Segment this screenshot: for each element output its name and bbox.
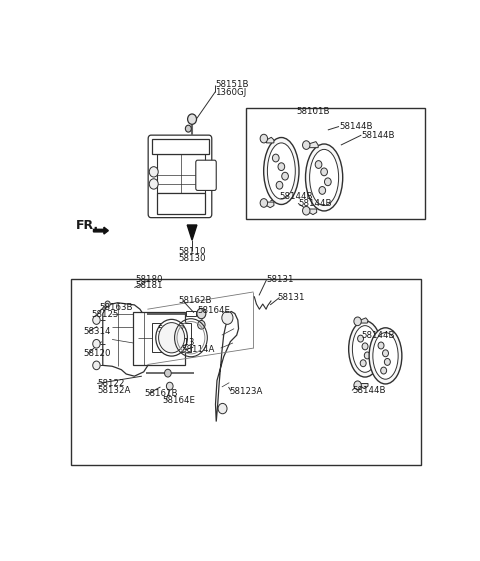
Circle shape: [358, 335, 363, 342]
Circle shape: [273, 154, 279, 162]
Ellipse shape: [158, 323, 185, 353]
Text: 58114A: 58114A: [181, 346, 214, 355]
Text: 58181: 58181: [135, 282, 163, 291]
Ellipse shape: [156, 319, 187, 356]
Text: 58151B: 58151B: [216, 80, 249, 89]
Circle shape: [315, 160, 322, 168]
Text: 58162B: 58162B: [178, 296, 212, 305]
Text: 58130: 58130: [178, 254, 206, 263]
Bar: [246, 108, 424, 219]
Polygon shape: [156, 192, 205, 214]
Text: 58164E: 58164E: [198, 306, 230, 315]
Text: 58180: 58180: [135, 275, 163, 284]
Polygon shape: [187, 225, 197, 240]
Text: 58144B: 58144B: [361, 131, 395, 140]
Circle shape: [93, 361, 100, 370]
Circle shape: [198, 320, 205, 329]
Polygon shape: [216, 311, 239, 421]
Circle shape: [383, 350, 388, 357]
Circle shape: [378, 342, 384, 349]
Polygon shape: [152, 139, 209, 154]
Text: 58164E: 58164E: [162, 396, 195, 405]
Polygon shape: [266, 137, 274, 143]
Text: 58125: 58125: [92, 310, 119, 319]
Ellipse shape: [264, 137, 299, 204]
Polygon shape: [94, 227, 108, 234]
Text: 58131: 58131: [277, 293, 305, 302]
Text: 58161B: 58161B: [145, 389, 178, 398]
Text: 58163B: 58163B: [99, 303, 132, 312]
Text: 58144B: 58144B: [352, 386, 385, 395]
Text: 58122: 58122: [97, 379, 125, 388]
Bar: [71, 279, 421, 465]
Circle shape: [362, 343, 368, 350]
Circle shape: [319, 187, 325, 194]
Circle shape: [165, 369, 171, 377]
Text: 58144B: 58144B: [339, 122, 372, 131]
Circle shape: [93, 339, 100, 348]
Circle shape: [354, 381, 361, 389]
Circle shape: [167, 382, 173, 390]
Text: 58144B: 58144B: [361, 330, 395, 339]
Text: 58113: 58113: [168, 338, 195, 347]
Text: 1360GJ: 1360GJ: [216, 88, 247, 97]
Text: FR.: FR.: [76, 219, 99, 232]
Circle shape: [278, 163, 285, 171]
Text: 58101B: 58101B: [296, 107, 330, 116]
Circle shape: [197, 309, 206, 319]
Ellipse shape: [267, 143, 295, 199]
Polygon shape: [360, 318, 368, 323]
FancyBboxPatch shape: [196, 160, 216, 190]
Ellipse shape: [373, 333, 398, 379]
Text: 58110: 58110: [178, 247, 206, 256]
Circle shape: [364, 352, 370, 359]
Circle shape: [260, 134, 267, 143]
Text: 58132A: 58132A: [97, 385, 131, 394]
Bar: [132, 312, 185, 365]
Polygon shape: [360, 384, 368, 389]
Ellipse shape: [369, 328, 402, 384]
Ellipse shape: [310, 149, 338, 205]
Circle shape: [149, 179, 158, 189]
Circle shape: [354, 317, 361, 325]
Circle shape: [185, 125, 192, 132]
Circle shape: [324, 178, 331, 186]
Text: 58120: 58120: [83, 349, 110, 358]
Polygon shape: [103, 303, 149, 376]
Bar: [152, 324, 192, 352]
Circle shape: [360, 360, 366, 367]
Circle shape: [381, 367, 386, 374]
Circle shape: [222, 311, 233, 324]
FancyBboxPatch shape: [148, 135, 212, 218]
Circle shape: [260, 199, 267, 207]
Ellipse shape: [348, 321, 382, 377]
Circle shape: [302, 206, 310, 215]
Circle shape: [321, 168, 327, 176]
Circle shape: [302, 141, 310, 149]
Circle shape: [218, 403, 227, 414]
Polygon shape: [309, 209, 317, 215]
Ellipse shape: [352, 325, 378, 373]
Circle shape: [149, 167, 158, 177]
Text: 58123A: 58123A: [229, 387, 263, 396]
FancyBboxPatch shape: [156, 154, 205, 192]
Polygon shape: [309, 141, 318, 148]
Circle shape: [188, 114, 196, 125]
Text: 58144B: 58144B: [298, 199, 332, 208]
Circle shape: [282, 172, 288, 180]
Circle shape: [384, 358, 390, 365]
Text: 58112: 58112: [157, 325, 185, 334]
Circle shape: [93, 316, 100, 324]
Text: 58314: 58314: [83, 327, 110, 336]
Ellipse shape: [305, 144, 343, 211]
Circle shape: [276, 181, 283, 189]
Circle shape: [203, 168, 211, 176]
Circle shape: [105, 301, 110, 307]
Polygon shape: [266, 202, 274, 208]
Bar: [186, 311, 196, 316]
Text: 58131: 58131: [266, 275, 294, 284]
Text: 58144B: 58144B: [279, 191, 313, 200]
